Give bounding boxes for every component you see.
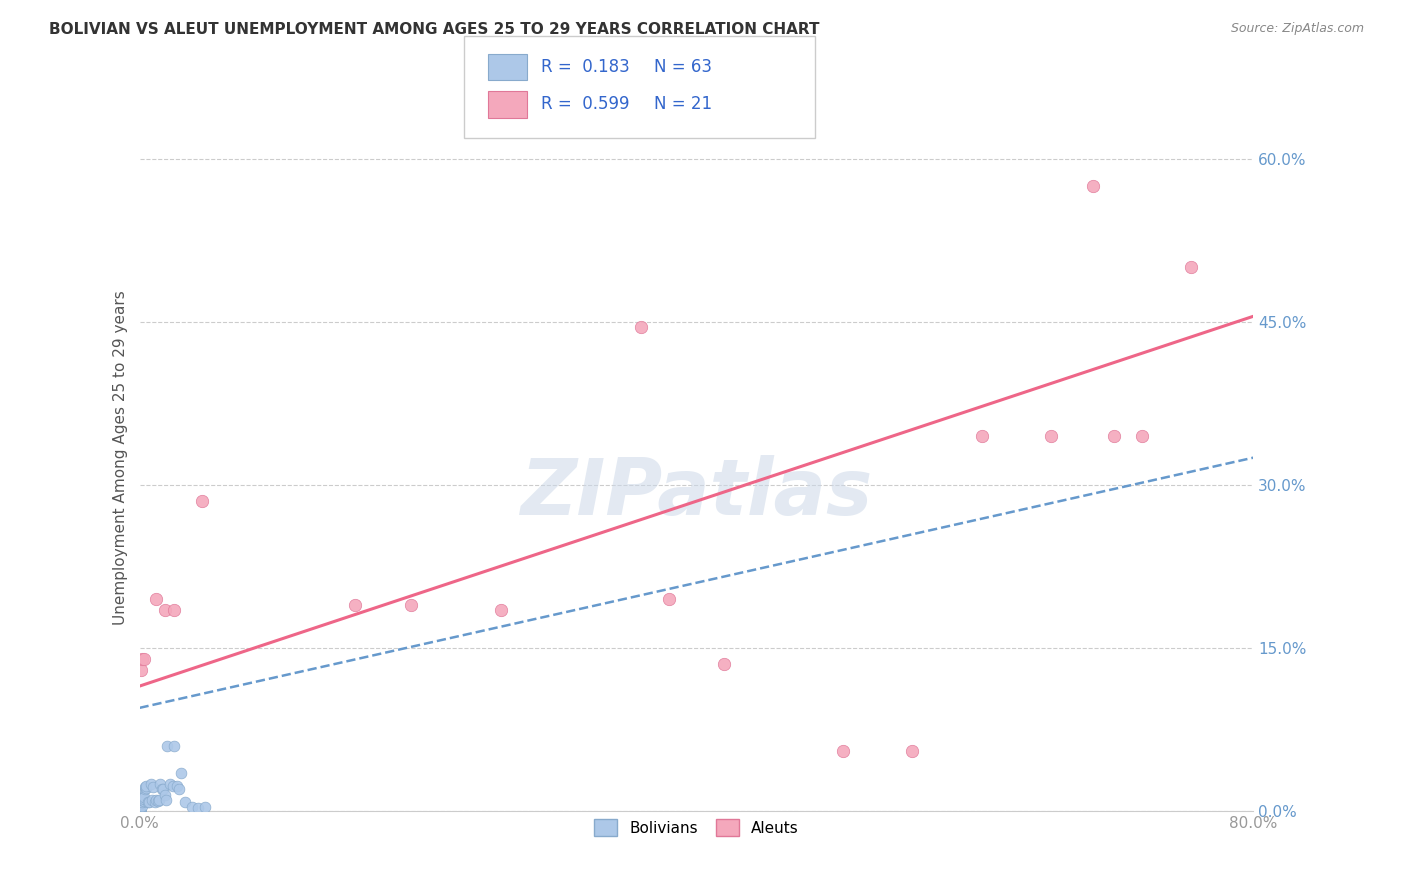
Point xyxy=(155,793,177,807)
Point xyxy=(128,804,150,818)
Point xyxy=(344,598,367,612)
Point xyxy=(831,744,853,758)
Text: N = 63: N = 63 xyxy=(654,58,711,76)
Point xyxy=(132,792,155,806)
Point xyxy=(135,781,157,796)
Point xyxy=(129,793,152,807)
Point xyxy=(146,794,169,808)
Point xyxy=(128,790,150,805)
Point xyxy=(128,803,150,817)
Point xyxy=(129,663,152,677)
Point xyxy=(129,796,152,810)
Point xyxy=(131,791,153,805)
Point xyxy=(128,800,150,814)
Point xyxy=(142,780,165,795)
Point xyxy=(128,804,150,818)
Point xyxy=(131,796,153,810)
Point xyxy=(153,603,176,617)
Point xyxy=(194,800,217,814)
Point xyxy=(128,804,150,818)
Point xyxy=(1130,429,1153,443)
Text: R =  0.599: R = 0.599 xyxy=(541,95,630,113)
Point xyxy=(131,793,153,807)
Point xyxy=(399,598,422,612)
Point xyxy=(135,779,157,793)
Point xyxy=(156,739,179,753)
Point xyxy=(128,793,150,807)
Point xyxy=(150,782,173,797)
Point xyxy=(128,804,150,818)
Point xyxy=(1180,260,1202,275)
Point xyxy=(128,802,150,816)
Point xyxy=(153,788,176,802)
Point xyxy=(134,782,156,797)
Point xyxy=(658,592,681,607)
Point xyxy=(1102,429,1125,443)
Point xyxy=(970,429,993,443)
Point xyxy=(901,744,924,758)
Text: R =  0.183: R = 0.183 xyxy=(541,58,630,76)
Point xyxy=(136,796,159,810)
Point xyxy=(132,794,155,808)
Point xyxy=(128,793,150,807)
Point xyxy=(128,804,150,818)
Point xyxy=(131,798,153,813)
Point xyxy=(145,592,167,607)
Text: Source: ZipAtlas.com: Source: ZipAtlas.com xyxy=(1230,22,1364,36)
Point xyxy=(162,779,184,793)
Point xyxy=(128,804,150,818)
Point xyxy=(132,790,155,805)
Point xyxy=(1083,178,1105,193)
Point xyxy=(166,779,188,793)
Point xyxy=(174,796,197,810)
Point xyxy=(187,801,209,815)
Point xyxy=(134,780,156,795)
Point xyxy=(128,801,150,815)
Point xyxy=(181,800,204,814)
Point xyxy=(128,804,150,818)
Point xyxy=(138,796,160,810)
Point xyxy=(713,657,735,672)
Point xyxy=(128,804,150,818)
Point xyxy=(128,796,150,810)
Point xyxy=(152,782,174,797)
Point xyxy=(128,804,150,818)
Point xyxy=(128,792,150,806)
Point xyxy=(1040,429,1063,443)
Y-axis label: Unemployment Among Ages 25 to 29 years: Unemployment Among Ages 25 to 29 years xyxy=(114,290,128,625)
Point xyxy=(191,494,214,508)
Point xyxy=(128,804,150,818)
Point xyxy=(149,777,172,791)
Point xyxy=(491,603,513,617)
Point xyxy=(128,797,150,811)
Point xyxy=(128,797,150,812)
Point xyxy=(143,796,166,810)
Text: ZIPatlas: ZIPatlas xyxy=(520,455,873,531)
Legend: Bolivians, Aleuts: Bolivians, Aleuts xyxy=(588,813,806,842)
Point xyxy=(131,652,153,666)
Point xyxy=(132,652,155,666)
Point xyxy=(163,603,186,617)
Point xyxy=(630,320,652,334)
Text: N = 21: N = 21 xyxy=(654,95,711,113)
Text: BOLIVIAN VS ALEUT UNEMPLOYMENT AMONG AGES 25 TO 29 YEARS CORRELATION CHART: BOLIVIAN VS ALEUT UNEMPLOYMENT AMONG AGE… xyxy=(49,22,820,37)
Point xyxy=(128,791,150,805)
Point xyxy=(128,804,150,818)
Point xyxy=(167,782,190,797)
Point xyxy=(145,793,167,807)
Point xyxy=(170,766,193,780)
Point xyxy=(148,793,170,807)
Point xyxy=(128,798,150,813)
Point xyxy=(139,777,162,791)
Point xyxy=(128,794,150,808)
Point xyxy=(163,739,186,753)
Point xyxy=(141,793,163,807)
Point xyxy=(159,777,181,791)
